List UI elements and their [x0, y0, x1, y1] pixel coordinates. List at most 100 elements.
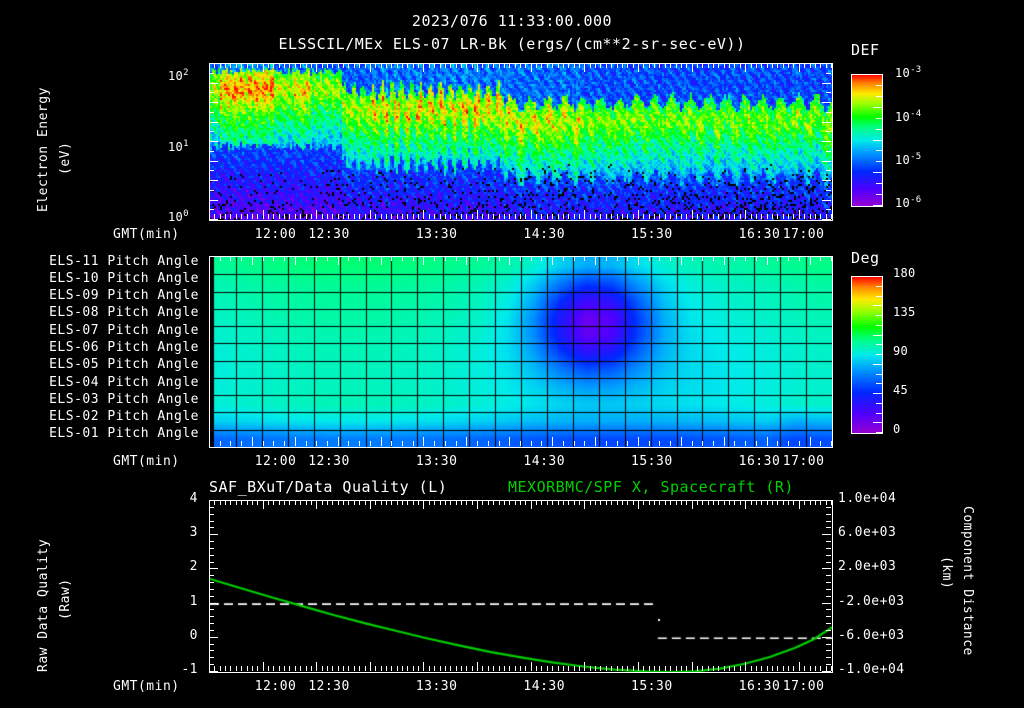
- colorbar-tick: [876, 96, 882, 97]
- panel1-cb-label-3: 10-3: [895, 65, 922, 80]
- panel1-ylabel: Electron Energy: [36, 87, 51, 212]
- x-tick-label: 16:30: [738, 679, 781, 694]
- x-tick-label: 15:30: [631, 227, 673, 242]
- line-plot-canvas: [210, 501, 832, 672]
- panel1-yunits: (eV): [58, 141, 73, 175]
- panel2-colorbar-labels: 180 135 90 45 0: [893, 266, 963, 446]
- x-tick-label: 17:00: [782, 227, 825, 242]
- colorbar-tick: [873, 422, 882, 423]
- panel1-plot-area[interactable]: [209, 63, 833, 221]
- colorbar-tick: [873, 74, 882, 75]
- panel1-cb-exp-6: -6: [910, 195, 922, 205]
- x-tick-label: 17:00: [782, 679, 825, 694]
- panel1-colorbar-title: DEF: [851, 41, 880, 59]
- colorbar-tick: [876, 354, 882, 355]
- panel2-colorbar-ticks: [851, 276, 883, 433]
- panel3-ytick-right-labels: 1.0e+04 6.0e+03 2.0e+03 -2.0e+03 -6.0e+03 -1.…: [838, 490, 938, 680]
- x-tick-label: 14:30: [523, 679, 566, 694]
- x-tick-label: 12:00: [254, 454, 297, 469]
- colorbar-tick: [873, 305, 882, 306]
- x-tick-label: 12:00: [254, 679, 297, 694]
- panel1-cb-exp-3: -3: [910, 65, 922, 75]
- x-tick-label: 16:30: [738, 454, 781, 469]
- panel2-colorbar-tick-label: 45: [893, 383, 909, 397]
- x-tick-label: 13:30: [415, 679, 458, 694]
- panel3-ytick-left-labels: 4 3 2 1 0 -1: [150, 490, 204, 680]
- panel3-ylabel-right: Component Distance: [960, 506, 975, 656]
- x-tick-label: 16:30: [738, 227, 781, 242]
- colorbar-tick: [876, 296, 882, 297]
- panel3-plot-area[interactable]: [209, 500, 833, 673]
- panel2-row-label: ELS-01 Pitch Angle: [49, 426, 199, 441]
- panel1-ytick-10: 101: [168, 139, 189, 154]
- panel1-cb-label-5: 10-5: [895, 152, 922, 167]
- panel1-cb-label-4: 10-4: [895, 109, 922, 124]
- panel3-title-left: SAF_BXuT/Data Quality (L): [209, 478, 448, 496]
- panel3-ytick-left-label: 3: [189, 525, 198, 540]
- panel2-row-label: ELS-02 Pitch Angle: [49, 409, 199, 424]
- colorbar-tick: [873, 205, 882, 206]
- colorbar-tick: [876, 85, 882, 86]
- panel2-xlabel: GMT(min): [113, 454, 180, 469]
- panel1-ytick-100: 102: [168, 68, 189, 83]
- panel1-cb-exp-4: -4: [910, 109, 922, 119]
- x-tick-label: 13:30: [415, 227, 458, 242]
- panel3-ytick-left-label: 0: [189, 628, 198, 643]
- x-tick-label: 15:30: [631, 454, 673, 469]
- panel2-row-label: ELS-07 Pitch Angle: [49, 323, 199, 338]
- colorbar-tick: [876, 432, 882, 433]
- x-tick-label: 12:30: [308, 454, 350, 469]
- colorbar-tick: [876, 129, 882, 130]
- colorbar-tick: [876, 344, 882, 345]
- panel2-row-label: ELS-03 Pitch Angle: [49, 392, 199, 407]
- panel2-colorbar: [851, 276, 883, 434]
- colorbar-tick: [876, 383, 882, 384]
- x-tick-label: 12:30: [308, 679, 350, 694]
- colorbar-tick: [873, 107, 882, 108]
- page-subtitle: ELSSCIL/MEx ELS-07 LR-Bk (ergs/(cm**2-sr…: [278, 35, 746, 53]
- x-tick-label: 12:30: [308, 227, 350, 242]
- panel3-ylabel-left: Raw Data Quality: [36, 538, 51, 672]
- panel3-ytick-left-label: 4: [189, 491, 198, 506]
- panel2-row-label: ELS-08 Pitch Angle: [49, 305, 199, 320]
- panel2-colorbar-tick-label: 180: [893, 266, 916, 280]
- panel2-colorbar-tick-label: 0: [893, 422, 901, 436]
- panel2-xtick-labels: 12:00 12:30 13:30 14:30 15:30 16:30 17:00: [0, 454, 1024, 472]
- panel1-xtick-labels: 12:00 12:30 13:30 14:30 15:30 16:30 17:00: [0, 227, 1024, 245]
- colorbar-tick: [876, 413, 882, 414]
- colorbar-tick: [876, 118, 882, 119]
- panel1-cb-exp-5: -5: [910, 152, 922, 162]
- colorbar-tick: [876, 325, 882, 326]
- panel1-ytick-10-exp: 1: [183, 139, 189, 149]
- x-tick-label: 14:30: [523, 454, 566, 469]
- panel2-row-labels: ELS-11 Pitch Angle ELS-10 Pitch Angle ELS-…: [0, 254, 205, 449]
- panel2-colorbar-tick-label: 135: [893, 305, 916, 319]
- panel3-ytick-right-label: -1.0e+04: [838, 662, 905, 677]
- x-tick-label: 13:30: [415, 454, 458, 469]
- panel3-ytick-right-label: -2.0e+03: [838, 594, 905, 609]
- panel1-colorbar-ticks: [851, 74, 883, 206]
- panel3-ytick-right-label: -6.0e+03: [838, 628, 905, 643]
- panel1-ytick-100-exp: 2: [183, 68, 189, 78]
- colorbar-tick: [873, 276, 882, 277]
- panel2-row-label: ELS-04 Pitch Angle: [49, 375, 199, 390]
- colorbar-tick: [873, 393, 882, 394]
- colorbar-tick: [873, 364, 882, 365]
- panel1-ytick-1: 100: [168, 209, 189, 224]
- panel1-ytick-1-exp: 0: [183, 209, 189, 219]
- colorbar-tick: [876, 374, 882, 375]
- panel2-row-label: ELS-10 Pitch Angle: [49, 271, 199, 286]
- colorbar-tick: [876, 150, 882, 151]
- panel2-colorbar-gradient: [852, 277, 882, 433]
- colorbar-tick: [873, 172, 882, 173]
- page-title: 2023/076 11:33:00.000: [411, 12, 613, 30]
- colorbar-tick: [876, 286, 882, 287]
- panel1-cb-label-6: 10-6: [895, 195, 922, 210]
- panel3-title-right: MEXORBMC/SPF X, Spacecraft (R): [508, 478, 794, 496]
- panel1-xlabel: GMT(min): [113, 227, 180, 242]
- panel2-row-label: ELS-06 Pitch Angle: [49, 340, 199, 355]
- panel2-plot-area[interactable]: [209, 256, 833, 448]
- colorbar-tick: [873, 335, 882, 336]
- colorbar-tick: [876, 161, 882, 162]
- panel3-yunits-right: (km): [939, 556, 954, 590]
